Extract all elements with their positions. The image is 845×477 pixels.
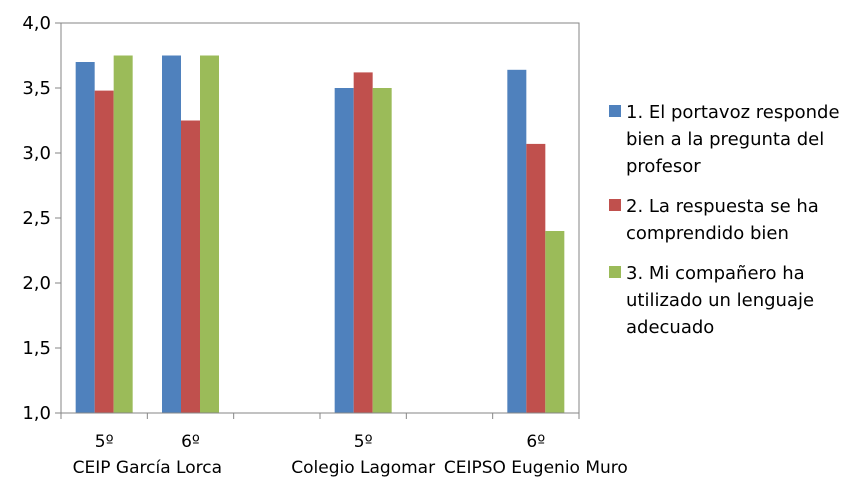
legend-swatch-3: [609, 266, 621, 278]
y-tick-label: 1,0: [22, 403, 51, 424]
x-group-label: CEIP García Lorca: [73, 458, 222, 477]
bar-series-3-cat-6: [545, 231, 565, 413]
bars-layer: [75, 55, 565, 414]
bar-series-2-cat-4: [353, 72, 373, 414]
x-category-label: 5º: [354, 432, 373, 452]
legend-entry-2-line: 2. La respuesta se ha: [626, 196, 819, 217]
bar-series-1-cat-1: [75, 62, 95, 413]
y-tick-label: 2,5: [22, 208, 51, 229]
axes-layer: 1,0 1,5 2,0 2,5 3,0 3,5 4,0 5º 6º 5º 6º CEIP García…: [22, 13, 627, 477]
x-category-label: 5º: [95, 432, 114, 452]
y-tick-label: 1,5: [22, 338, 51, 359]
bar-series-1-cat-4: [334, 88, 354, 413]
legend-swatch-2: [609, 199, 621, 211]
x-group-label: CEIPSO Eugenio Muro: [444, 458, 628, 477]
legend-swatch-1: [609, 105, 621, 117]
legend: 1. El portavoz responde bien a la pregunt…: [609, 102, 840, 338]
legend-entry-2-line: comprendido bien: [626, 223, 789, 244]
bar-series-1-cat-2: [162, 55, 181, 413]
x-category-label: 6º: [181, 432, 200, 452]
y-tick-label: 3,0: [22, 143, 51, 164]
y-tick-label: 4,0: [22, 13, 51, 34]
bar-series-2-cat-2: [181, 120, 200, 413]
y-tick-label: 3,5: [22, 78, 51, 99]
legend-entry-1-line: bien a la pregunta del: [626, 129, 824, 150]
x-category-label: 6º: [526, 432, 545, 452]
bar-series-3-cat-2: [200, 55, 219, 413]
bar-series-1-cat-6: [507, 69, 527, 414]
x-group-label: Colegio Lagomar: [291, 458, 435, 477]
legend-entry-1-line: 1. El portavoz responde: [626, 102, 840, 123]
legend-entry-3-line: utilizado un lenguaje: [626, 290, 814, 311]
bar-series-2-cat-6: [526, 143, 546, 413]
bar-series-3-cat-4: [372, 88, 392, 413]
y-tick-label: 2,0: [22, 273, 51, 294]
legend-entry-1-line: profesor: [626, 156, 701, 177]
legend-entry-3-line: adecuado: [626, 317, 714, 338]
plot-area-border: [60, 22, 580, 414]
legend-entry-3-line: 3. Mi compañero ha: [626, 263, 805, 284]
bar-series-3-cat-1: [113, 55, 133, 413]
bar-series-2-cat-1: [94, 90, 114, 413]
